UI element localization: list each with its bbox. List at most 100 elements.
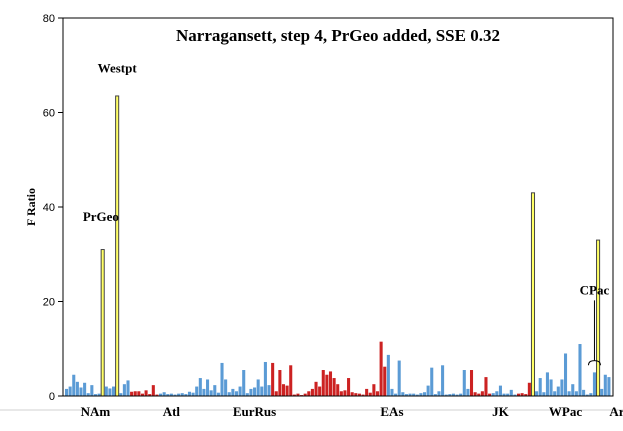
- bar: [466, 388, 470, 396]
- bar: [459, 393, 463, 396]
- bar: [72, 374, 76, 396]
- bar: [556, 386, 560, 396]
- bar: [379, 341, 383, 396]
- y-axis-ticks: 0 20 40 60 80: [43, 13, 63, 403]
- group-label: EurRus: [233, 404, 276, 419]
- bar: [122, 384, 126, 396]
- bar: [516, 393, 521, 396]
- bar-annotation: PrGeo: [83, 209, 119, 224]
- bar: [231, 388, 235, 396]
- bar: [126, 380, 130, 396]
- bar: [104, 386, 108, 396]
- bar: [216, 392, 220, 396]
- bar: [582, 389, 586, 396]
- bar: [253, 387, 257, 396]
- bar: [310, 388, 314, 396]
- bar: [119, 393, 123, 396]
- bar: [462, 370, 466, 396]
- group-label: Arc: [609, 404, 623, 419]
- group-label: EAs: [380, 404, 403, 419]
- bar: [495, 391, 499, 396]
- bar: [404, 394, 408, 396]
- bar: [347, 378, 351, 396]
- bar: [603, 374, 607, 396]
- bar: [173, 394, 177, 396]
- bar: [90, 385, 94, 396]
- bar: [415, 394, 419, 396]
- bar: [285, 385, 289, 396]
- bar: [296, 393, 300, 396]
- bar: [289, 365, 293, 396]
- bar: [169, 393, 173, 396]
- bar: [180, 393, 184, 396]
- bar: [112, 386, 116, 396]
- bar: [263, 361, 267, 396]
- bar: [292, 394, 296, 396]
- bar: [151, 385, 155, 396]
- group-label: NAm: [81, 404, 111, 419]
- bar: [571, 384, 575, 396]
- bar: [365, 388, 369, 396]
- bar: [473, 392, 477, 396]
- bar: [372, 384, 376, 396]
- bar: [267, 385, 271, 396]
- bar: [249, 388, 253, 396]
- bar: [75, 381, 79, 396]
- bar: [538, 378, 542, 396]
- bar: [148, 394, 152, 396]
- bar: [361, 394, 365, 396]
- y-tick-label: 40: [43, 202, 55, 214]
- bar: [480, 391, 484, 396]
- bar: [383, 366, 387, 396]
- bar: [607, 377, 611, 396]
- group-label: WPac: [549, 404, 582, 419]
- bar: [278, 370, 282, 396]
- y-tick-label: 80: [43, 13, 55, 25]
- bar: [213, 385, 217, 396]
- group-label: Atl: [163, 404, 181, 419]
- bar: [202, 388, 206, 396]
- bar: [484, 377, 488, 396]
- bar: [390, 388, 394, 396]
- bar: [281, 384, 286, 396]
- bar: [502, 393, 506, 396]
- bar: [433, 394, 437, 396]
- group-label: JK: [492, 404, 510, 419]
- bar: [140, 393, 144, 396]
- bar: [318, 386, 322, 396]
- bar: [159, 393, 163, 396]
- bar: [206, 379, 210, 396]
- bar: [339, 391, 343, 396]
- bar: [354, 393, 358, 396]
- cpac-brace: [587, 300, 601, 366]
- bar: [397, 360, 401, 396]
- bar: [332, 378, 336, 396]
- bar: [274, 391, 278, 396]
- bar: [260, 386, 264, 396]
- bar: [191, 392, 195, 396]
- bar: [336, 384, 340, 396]
- bar: [491, 393, 495, 396]
- bar: [100, 249, 105, 397]
- bar-annotation: Westpt: [98, 60, 138, 75]
- bar: [93, 394, 97, 396]
- y-tick-label: 0: [49, 391, 55, 403]
- bar: [133, 391, 137, 396]
- bar: [256, 379, 260, 396]
- annotations: PrGeoWestptSeaNACCCPac: [83, 60, 610, 297]
- bar: [198, 378, 202, 396]
- bar: [234, 391, 239, 396]
- bar: [68, 386, 72, 396]
- bar: [574, 391, 578, 396]
- bar: [166, 394, 170, 396]
- bar: [325, 374, 329, 396]
- bar: [242, 370, 246, 396]
- bar: [137, 391, 141, 396]
- chart-title: Narragansett, step 4, PrGeo added, SSE 0…: [176, 26, 500, 45]
- bar: [245, 393, 249, 396]
- cpac-bracket: [587, 300, 601, 366]
- bar: [549, 379, 553, 396]
- bar: [553, 391, 557, 396]
- bar: [130, 391, 134, 396]
